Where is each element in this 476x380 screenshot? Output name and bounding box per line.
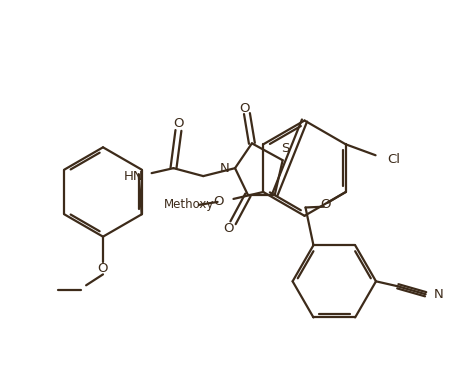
Text: O: O <box>173 117 183 130</box>
Text: N: N <box>219 162 228 175</box>
Text: O: O <box>213 195 223 208</box>
Text: O: O <box>98 262 108 275</box>
Text: Cl: Cl <box>387 153 400 166</box>
Text: Methoxy: Methoxy <box>163 198 214 211</box>
Text: O: O <box>222 222 233 235</box>
Text: N: N <box>433 288 442 301</box>
Text: HN: HN <box>124 169 143 183</box>
Text: O: O <box>239 102 250 115</box>
Text: S: S <box>281 142 289 155</box>
Text: O: O <box>320 198 330 211</box>
